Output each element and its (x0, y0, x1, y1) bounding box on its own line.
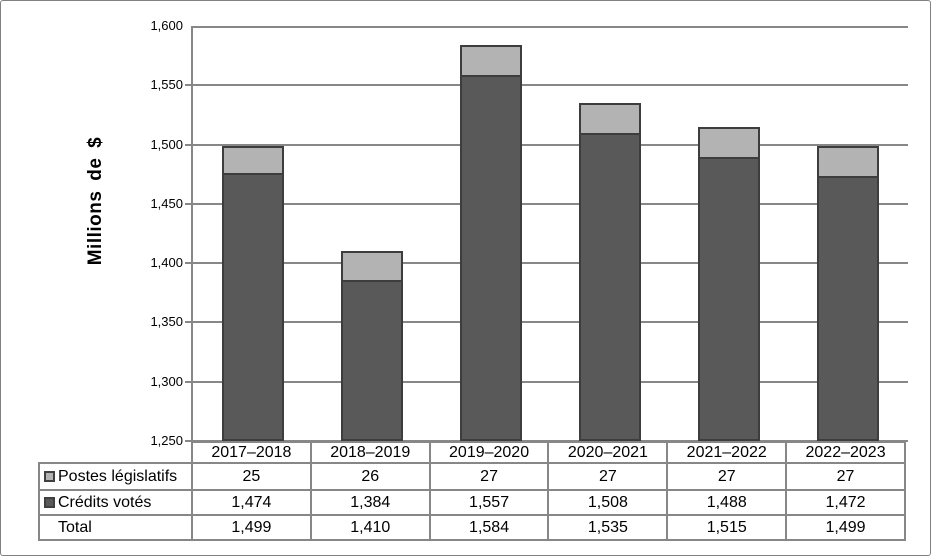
y-axis-tick-label: 1,250 (150, 433, 183, 448)
table-cell: 1,384 (309, 491, 429, 514)
gridline (193, 203, 908, 205)
table-cell: 26 (309, 464, 429, 489)
year-header-cell: 2020–2021 (547, 443, 666, 462)
table-cell: 27 (785, 464, 904, 489)
legend-swatch-credits-votes (44, 497, 55, 508)
bar-segment-postes-legislatifs (819, 147, 878, 178)
y-axis-tick-label: 1,450 (150, 195, 183, 211)
bar-segment-postes-legislatifs (223, 147, 282, 176)
y-axis-tickmark (185, 440, 193, 442)
plot-area (185, 26, 908, 442)
table-cell: 1,499 (231, 518, 272, 536)
bar-segment-postes-legislatifs (581, 105, 640, 136)
table-cell: 1,584 (428, 516, 548, 539)
gridline (193, 262, 908, 264)
y-axis-title: Millions de $ (85, 136, 106, 266)
bar-segment-postes-legislatifs (461, 47, 520, 77)
table-cell: 1,499 (785, 516, 904, 539)
y-axis-tick-label: 1,500 (150, 136, 183, 152)
table-year-header-row: 2017–2018 2018–2019 2019–2020 2020–2021 … (191, 441, 906, 464)
table-cell: 1,508 (547, 491, 666, 514)
bar-2018–2019 (340, 251, 403, 441)
bar-segment-postes-legislatifs (700, 128, 759, 159)
table-cell: 1,474 (231, 493, 272, 511)
gridline (193, 381, 908, 383)
table-row-total: Total 1,499 1,410 1,584 1,535 1,515 1,49… (40, 514, 904, 539)
bar-2020–2021 (579, 103, 642, 441)
bar-2019–2020 (459, 45, 522, 441)
year-header-cell: 2019–2020 (428, 443, 548, 462)
gridline (193, 26, 908, 28)
bar-2017–2018 (221, 145, 284, 441)
bar-2022–2023 (817, 145, 880, 441)
y-axis-tick-label: 1,350 (150, 314, 183, 330)
bar-2021–2022 (698, 126, 761, 441)
legend-swatch-postes-legislatifs (44, 471, 55, 482)
y-axis-tickmark (185, 321, 193, 323)
table-cell: 1,557 (428, 491, 548, 514)
y-axis-tickmark (185, 262, 193, 264)
data-table: Postes législatifs 25 26 27 27 27 27 Cré… (38, 462, 906, 541)
gridline (193, 144, 908, 146)
year-header-cell: 2022–2023 (785, 443, 904, 462)
y-axis-tick-label: 1,300 (150, 373, 183, 389)
table-cell: 1,515 (666, 516, 785, 539)
row-label-text: Total (58, 518, 92, 536)
table-cell: 1,488 (666, 491, 785, 514)
table-cell: 1,472 (785, 491, 904, 514)
year-header-cell: 2017–2018 (211, 443, 292, 461)
y-axis-tickmark (185, 381, 193, 383)
row-label-text: Crédits votés (58, 493, 152, 511)
table-row-credits-votes: Crédits votés 1,474 1,384 1,557 1,508 1,… (40, 489, 904, 514)
y-axis-tick-label: 1,550 (150, 77, 183, 93)
table-cell: 27 (428, 464, 548, 489)
table-cell: 25 (242, 467, 261, 485)
table-cell: 1,535 (547, 516, 666, 539)
row-label-text: Postes législatifs (58, 467, 178, 485)
y-axis-tick-label: 1,600 (150, 18, 183, 33)
gridline (193, 84, 908, 86)
bar-segment-postes-legislatifs (342, 253, 401, 283)
table-row-postes-legislatifs: Postes législatifs 25 26 27 27 27 27 (40, 464, 904, 489)
year-header-cell: 2018–2019 (309, 443, 429, 462)
y-axis-tick-label: 1,400 (150, 255, 183, 271)
y-axis-tickmark (185, 203, 193, 205)
gridline (193, 321, 908, 323)
row-label-total: Total (40, 516, 193, 539)
table-cell: 27 (547, 464, 666, 489)
y-axis-tickmark (185, 144, 193, 146)
year-header-cell: 2021–2022 (666, 443, 785, 462)
row-label-credits-votes: Crédits votés (40, 491, 193, 514)
table-cell: 1,410 (309, 516, 429, 539)
table-cell: 27 (666, 464, 785, 489)
y-axis-tickmark (185, 84, 193, 86)
row-label-postes-legislatifs: Postes législatifs (40, 464, 193, 489)
